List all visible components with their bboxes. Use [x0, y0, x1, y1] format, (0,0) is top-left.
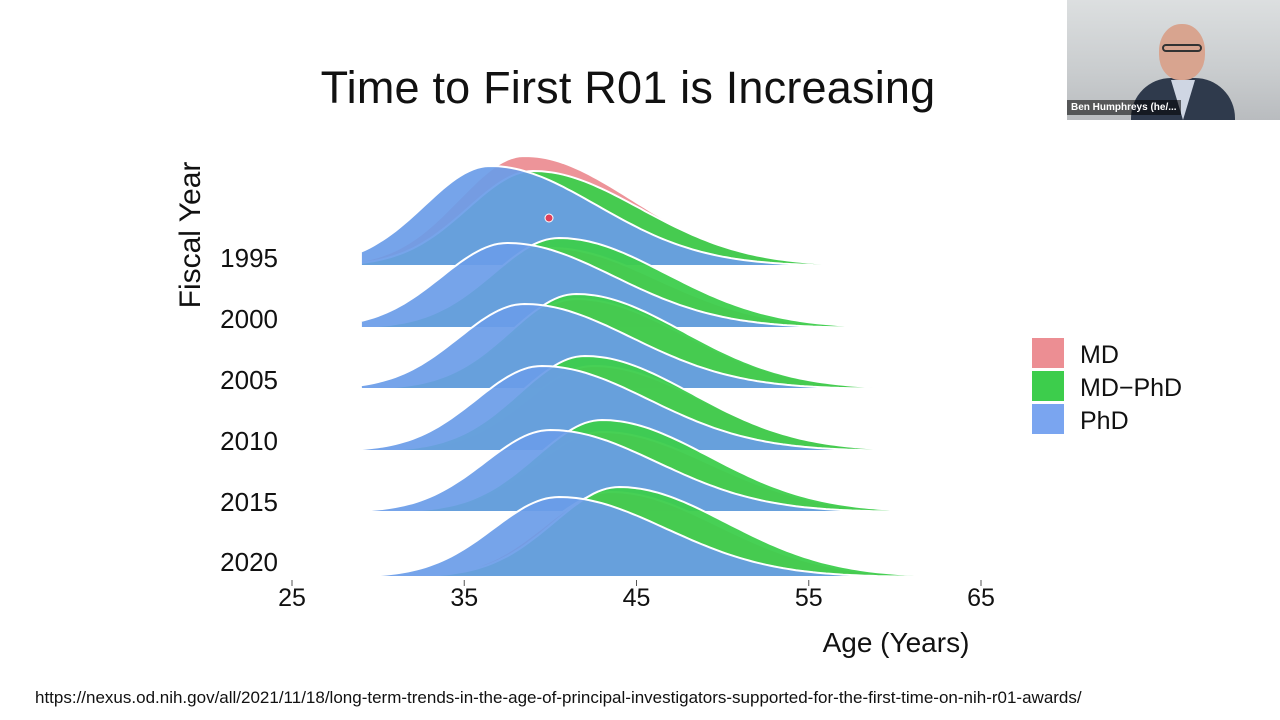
- x-axis-label: Age (Years): [823, 627, 970, 658]
- year-label-2000: 2000: [220, 304, 278, 334]
- y-axis-label: Fiscal Year: [174, 162, 207, 309]
- ridge-2010: [359, 354, 982, 452]
- density-phd-1995: [359, 164, 981, 267]
- ridges-group: [359, 154, 982, 578]
- x-tick-label-25: 25: [278, 584, 306, 612]
- pointer-dot: [544, 213, 554, 223]
- presenter-name-label: Ben Humphreys (he/...: [1067, 100, 1181, 115]
- year-label-2010: 2010: [220, 426, 278, 456]
- presenter-head: [1159, 24, 1205, 80]
- year-label-1995: 1995: [220, 243, 278, 273]
- density-phd-2005: [359, 302, 981, 390]
- legend-label-md: MD: [1080, 341, 1119, 369]
- legend: MD MD−PhD PhD: [1032, 338, 1182, 435]
- legend-swatch-md: [1032, 338, 1064, 368]
- x-tick-label-65: 65: [967, 584, 995, 612]
- webcam-thumbnail[interactable]: Ben Humphreys (he/...: [1067, 0, 1280, 120]
- ridge-1995: [359, 154, 981, 267]
- density-phd-2010: [359, 364, 981, 452]
- x-ticks-group: 25 35 45 55 65: [278, 580, 995, 612]
- glasses-icon: [1162, 44, 1202, 52]
- x-tick-label-45: 45: [623, 584, 651, 612]
- source-url[interactable]: https://nexus.od.nih.gov/all/2021/11/18/…: [35, 688, 1082, 707]
- legend-swatch-phd: [1032, 404, 1064, 434]
- ridge-2020: [359, 485, 982, 578]
- ridge-2015: [359, 418, 982, 513]
- legend-label-phd: PhD: [1080, 407, 1129, 435]
- legend-swatch-mdphd: [1032, 371, 1064, 401]
- year-label-2015: 2015: [220, 487, 278, 517]
- year-label-2005: 2005: [220, 365, 278, 395]
- density-phd-2015: [359, 428, 981, 513]
- ridge-2005: [359, 292, 982, 390]
- x-tick-label-55: 55: [795, 584, 823, 612]
- slide-title: Time to First R01 is Increasing: [320, 62, 936, 113]
- year-labels-group: 1995 2000 2005 2010 2015 2020: [220, 243, 278, 577]
- legend-label-mdphd: MD−PhD: [1080, 374, 1182, 402]
- year-label-2020: 2020: [220, 547, 278, 577]
- density-phd-2020: [359, 495, 981, 578]
- x-tick-label-35: 35: [450, 584, 478, 612]
